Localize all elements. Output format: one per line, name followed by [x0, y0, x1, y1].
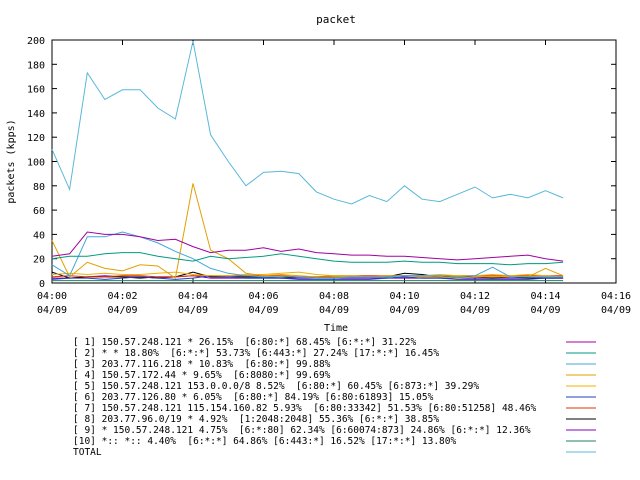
legend-label: [10] *:: *:: 4.40% [6:*:*] 64.86% [6:443…: [73, 436, 456, 447]
series-line: [51, 231, 564, 262]
x-tick-date-label: 04/09: [178, 305, 208, 316]
x-tick-date-label: 04/09: [107, 305, 137, 316]
x-tick-date-label: 04/09: [319, 305, 349, 316]
x-axis-label: Time: [324, 323, 348, 334]
x-tick-date-label: 04/09: [248, 305, 278, 316]
legend-label: [ 7] 150.57.248.121 115.154.160.82 5.93%…: [73, 403, 537, 414]
legend-label: [ 8] 203.77.96.0/19 * 4.92% [1:2048:2048…: [73, 414, 439, 425]
x-tick-label: 04:02: [107, 291, 137, 302]
y-tick-label: 200: [27, 36, 45, 47]
y-tick-label: 0: [39, 279, 45, 290]
legend-label: [ 9] * 150.57.248.121 4.75% [6:*:80] 62.…: [73, 425, 531, 436]
y-tick-label: 100: [27, 158, 45, 169]
axis-ticks: 0 20 40 60 80 100 120 140 160 180 200 04:00 04/09 04:…: [27, 36, 631, 316]
series-line: [51, 271, 564, 278]
legend-label: [ 6] 203.77.126.80 * 6.05% [6:80:*] 84.1…: [73, 392, 434, 403]
y-axis-label: packets (kpps): [6, 119, 17, 203]
y-tick-label: 120: [27, 133, 45, 144]
y-tick-label: 180: [27, 60, 45, 71]
y-tick-label: 80: [33, 182, 45, 193]
x-tick-date-label: 04/09: [601, 305, 631, 316]
y-tick-label: 20: [33, 255, 45, 266]
y-tick-label: 60: [33, 206, 45, 217]
legend: [ 1] 150.57.248.121 * 26.15% [6:80:*] 68…: [73, 337, 596, 458]
x-tick-label: 04:14: [530, 291, 560, 302]
x-tick-date-label: 04/09: [389, 305, 419, 316]
series-line: [51, 275, 564, 280]
x-tick-label: 04:16: [601, 291, 631, 302]
series-line: [51, 231, 564, 279]
x-tick-date-label: 04/09: [37, 305, 67, 316]
chart-title: packet: [316, 13, 356, 26]
y-tick-label: 140: [27, 109, 45, 120]
series-line: [51, 252, 564, 266]
x-tick-label: 04:12: [460, 291, 490, 302]
legend-label: [ 4] 150.57.172.44 * 9.65% [6:8080:*] 99…: [73, 370, 331, 381]
legend-label: [ 2] * * 18.80% [6:*:*] 53.73% [6:443:*]…: [73, 348, 439, 359]
legend-label: [ 3] 203.77.116.218 * 10.83% [6:80:*] 99…: [73, 359, 331, 370]
series-line: [51, 41, 564, 205]
x-tick-date-label: 04/09: [530, 305, 560, 316]
x-tick-label: 04:10: [389, 291, 419, 302]
series-line: [51, 183, 564, 279]
legend-label: [ 1] 150.57.248.121 * 26.15% [6:80:*] 68…: [73, 337, 416, 348]
x-tick-label: 04:00: [37, 291, 67, 302]
plot-frame: [51, 39, 617, 284]
x-tick-date-label: 04/09: [460, 305, 490, 316]
legend-label: TOTAL: [73, 447, 102, 458]
x-tick-label: 04:06: [248, 291, 278, 302]
x-tick-label: 04:08: [319, 291, 349, 302]
x-tick-label: 04:04: [178, 291, 208, 302]
y-tick-label: 160: [27, 85, 45, 96]
legend-label: [ 5] 150.57.248.121 153.0.0.0/8 8.52% [6…: [73, 381, 479, 392]
series-lines: [51, 41, 564, 282]
y-tick-label: 40: [33, 230, 45, 241]
